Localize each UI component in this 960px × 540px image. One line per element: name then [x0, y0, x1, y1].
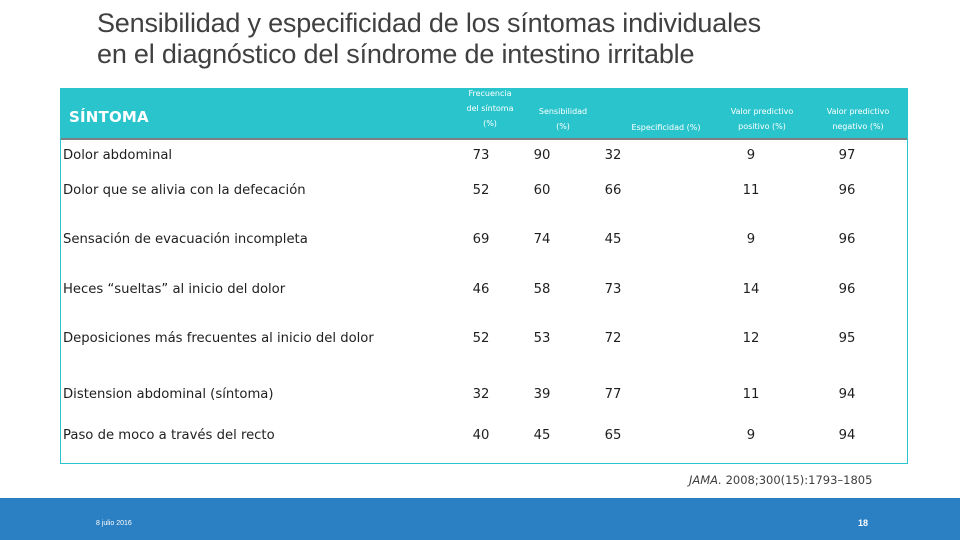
row-sintoma: Dolor que se alivia con la defecación — [63, 183, 306, 198]
table-row: Dolor que se alivia con la defecación 52… — [61, 183, 907, 203]
cell-frecuencia: 69 — [472, 232, 490, 247]
table-header: SÍNTOMA Frecuencia del síntoma (%) Sensi… — [61, 89, 907, 138]
citation-ref: 2008;300(15):1793–1805 — [721, 473, 873, 487]
cell-sensibilidad: 60 — [533, 183, 551, 198]
cell-vpp: 9 — [746, 428, 756, 443]
row-sintoma: Dolor abdominal — [63, 148, 173, 163]
cell-vpp: 9 — [746, 148, 756, 163]
citation: JAMA. 2008;300(15):1793–1805 — [689, 473, 872, 487]
cell-frecuencia: 32 — [472, 387, 490, 402]
cell-vpn: 96 — [838, 282, 856, 297]
table-row: Dolor abdominal 73 90 32 9 97 — [61, 148, 907, 168]
symptom-table: SÍNTOMA Frecuencia del síntoma (%) Sensi… — [60, 88, 908, 464]
slide-title-line-2: en el diagnóstico del síndrome de intest… — [97, 39, 695, 69]
header-vpp: Valor predictivo positivo (%) — [730, 107, 794, 131]
slide-title: Sensibilidad y especificidad de los sínt… — [97, 8, 917, 70]
footer-bar — [0, 498, 960, 540]
table-row: Paso de moco a través del recto 40 45 65… — [61, 428, 907, 448]
cell-sensibilidad: 39 — [533, 387, 551, 402]
cell-vpn: 97 — [838, 148, 856, 163]
cell-vpn: 94 — [838, 428, 856, 443]
header-divider — [61, 138, 907, 140]
cell-vpp: 11 — [742, 387, 760, 402]
cell-frecuencia: 52 — [472, 183, 490, 198]
cell-vpp: 12 — [742, 331, 760, 346]
header-sensibilidad: Sensibilidad (%) — [538, 107, 588, 131]
header-especificidad: Especificidad (%) — [631, 123, 701, 132]
row-sintoma: Paso de moco a través del recto — [63, 428, 275, 443]
footer-date: 8 julio 2016 — [96, 520, 132, 527]
cell-sensibilidad: 58 — [533, 282, 551, 297]
cell-vpn: 95 — [838, 331, 856, 346]
row-sintoma: Heces “sueltas” al inicio del dolor — [63, 282, 286, 297]
cell-vpp: 11 — [742, 183, 760, 198]
cell-frecuencia: 40 — [472, 428, 490, 443]
cell-frecuencia: 46 — [472, 282, 490, 297]
row-sintoma: Distension abdominal (síntoma) — [63, 387, 274, 402]
table-row: Heces “sueltas” al inicio del dolor 46 5… — [61, 282, 907, 302]
cell-sensibilidad: 90 — [533, 148, 551, 163]
header-frecuencia: Frecuencia del síntoma (%) — [466, 89, 514, 128]
cell-vpn: 96 — [838, 232, 856, 247]
slide-title-line-1: Sensibilidad y especificidad de los sínt… — [97, 8, 761, 38]
cell-vpp: 9 — [746, 232, 756, 247]
table-row: Sensación de evacuación incompleta 69 74… — [61, 232, 907, 252]
header-vpn: Valor predictivo negativo (%) — [826, 107, 890, 131]
cell-sensibilidad: 74 — [533, 232, 551, 247]
cell-vpp: 14 — [742, 282, 760, 297]
cell-especificidad: 45 — [604, 232, 622, 247]
table-row: Deposiciones más frecuentes al inicio de… — [61, 331, 907, 351]
cell-sensibilidad: 53 — [533, 331, 551, 346]
citation-journal: JAMA. — [689, 473, 722, 487]
cell-especificidad: 73 — [604, 282, 622, 297]
row-sintoma: Deposiciones más frecuentes al inicio de… — [63, 331, 374, 346]
row-sintoma: Sensación de evacuación incompleta — [63, 232, 308, 247]
cell-especificidad: 65 — [604, 428, 622, 443]
cell-frecuencia: 52 — [472, 331, 490, 346]
cell-especificidad: 66 — [604, 183, 622, 198]
table-row: Distension abdominal (síntoma) 32 39 77 … — [61, 387, 907, 407]
cell-especificidad: 77 — [604, 387, 622, 402]
header-sintoma: SÍNTOMA — [69, 108, 149, 126]
cell-vpn: 94 — [838, 387, 856, 402]
cell-especificidad: 72 — [604, 331, 622, 346]
cell-sensibilidad: 45 — [533, 428, 551, 443]
cell-vpn: 96 — [838, 183, 856, 198]
page-number: 18 — [858, 518, 869, 528]
cell-frecuencia: 73 — [472, 148, 490, 163]
cell-especificidad: 32 — [604, 148, 622, 163]
